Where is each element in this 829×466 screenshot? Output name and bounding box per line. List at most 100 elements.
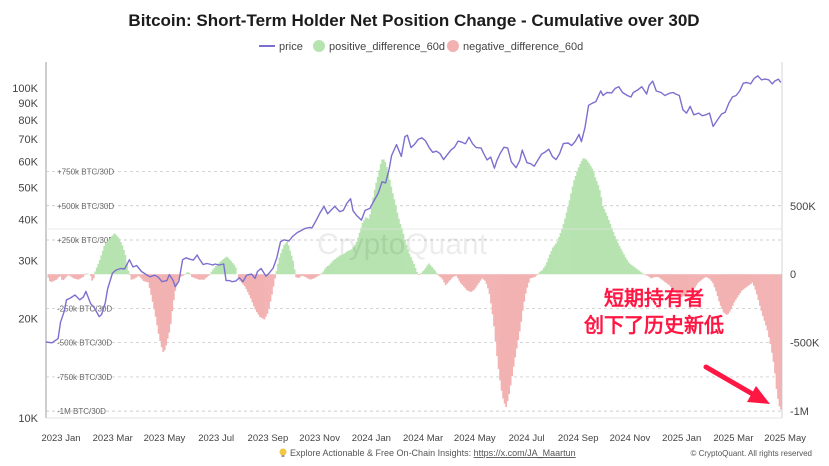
positive-bar (85, 273, 88, 275)
negative-bar (156, 274, 159, 326)
positive-bar (230, 261, 233, 275)
negative-bar (169, 274, 172, 324)
negative-bar (647, 274, 650, 277)
negative-bar (151, 274, 154, 302)
negative-bar (733, 274, 736, 303)
positive-bar (426, 265, 429, 275)
positive-bar (561, 228, 563, 275)
negative-bar (132, 274, 134, 280)
positive-bar (422, 271, 424, 275)
negative-bar (512, 274, 515, 367)
annotation-arrow-icon (703, 364, 759, 399)
positive-bar (577, 167, 580, 275)
negative-bar (698, 274, 701, 282)
positive-bar (277, 263, 279, 275)
positive-bar (423, 269, 426, 275)
positive-bar (349, 249, 352, 275)
negative-bar (80, 274, 83, 278)
positive-bar (213, 267, 216, 275)
x-tick-label: 2025 Mar (713, 433, 753, 444)
positive-bar (586, 161, 589, 275)
negative-bar (129, 274, 131, 276)
negative-bar (713, 274, 716, 288)
negative-bar (181, 274, 184, 276)
positive-bar (97, 263, 100, 275)
legend-item-negative[interactable]: negative_difference_60d (447, 40, 583, 53)
negative-bar (302, 274, 305, 277)
negative-bar (768, 274, 770, 338)
positive-bar (425, 267, 427, 275)
positive-bar (287, 245, 290, 275)
negative-bar (142, 274, 145, 282)
positive-bar (94, 271, 97, 275)
left-tick-label: 10K (18, 413, 38, 425)
negative-bar (674, 274, 677, 293)
negative-bar (678, 274, 681, 298)
negative-bar (79, 274, 81, 279)
negative-bar (266, 274, 269, 314)
legend-positive-swatch (313, 40, 325, 52)
negative-bar (491, 274, 494, 315)
negative-bar (198, 274, 201, 280)
positive-bar (618, 245, 621, 275)
negative-bar (762, 274, 764, 316)
positive-bar (574, 175, 577, 275)
positive-bar (610, 227, 613, 275)
negative-bar (313, 274, 316, 279)
positive-bar (330, 263, 332, 275)
negative-bar (195, 274, 198, 279)
right-tick-label: 0 (790, 269, 796, 281)
legend-price-label: price (279, 41, 303, 53)
legend-item-price[interactable]: price (259, 41, 303, 53)
left-tick-label: 90K (18, 98, 38, 110)
positive-bar (404, 239, 406, 275)
positive-bar (558, 237, 560, 275)
negative-bar (689, 274, 692, 292)
negative-bar (307, 274, 310, 279)
negative-bar (472, 274, 474, 291)
negative-bar (319, 274, 322, 275)
x-axis-ticks: 2023 Jan 2023 Mar 2023 May 2023 Jul 2023 Sep… (41, 433, 806, 444)
x-tick-label: 2024 Jan (352, 433, 391, 444)
negative-bar (722, 274, 725, 313)
positive-bar (582, 158, 585, 275)
positive-bar (636, 269, 639, 275)
positive-bar (113, 233, 116, 275)
positive-bar (121, 245, 124, 275)
negative-bar (91, 274, 94, 281)
negative-bar (663, 274, 666, 282)
positive-bar (283, 245, 285, 275)
positive-bar (348, 250, 350, 275)
negative-bar (177, 274, 180, 281)
positive-bar (543, 267, 545, 275)
negative-bar (308, 274, 311, 280)
negative-bar (166, 274, 169, 339)
positive-bar (571, 186, 574, 275)
positive-bar (615, 239, 618, 275)
legend-item-positive[interactable]: positive_difference_60d (313, 40, 445, 53)
negative-bar (742, 274, 745, 290)
annotation-arrowhead-icon (747, 386, 770, 404)
positive-bar (630, 264, 633, 275)
negative-bar (239, 274, 242, 282)
negative-bar (766, 274, 769, 331)
positive-bar (597, 184, 600, 275)
negative-bar (165, 274, 168, 346)
negative-bar (459, 274, 462, 284)
positive-bar (388, 179, 391, 275)
positive-bar (431, 267, 433, 275)
negative-bar (745, 274, 748, 288)
positive-bar (393, 199, 396, 275)
positive-bar (326, 266, 329, 275)
negative-bar (163, 274, 166, 351)
positive-bar (358, 232, 361, 275)
positive-bar (413, 263, 415, 275)
positive-bar (115, 235, 118, 275)
footer-link[interactable]: https://x.com/JA_Maartun (474, 448, 576, 458)
negative-bar (488, 274, 491, 294)
negative-bar (180, 274, 183, 277)
negative-bar (138, 274, 140, 276)
negative-bar (437, 274, 440, 276)
positive-bar (323, 269, 326, 275)
positive-bar (106, 241, 109, 275)
